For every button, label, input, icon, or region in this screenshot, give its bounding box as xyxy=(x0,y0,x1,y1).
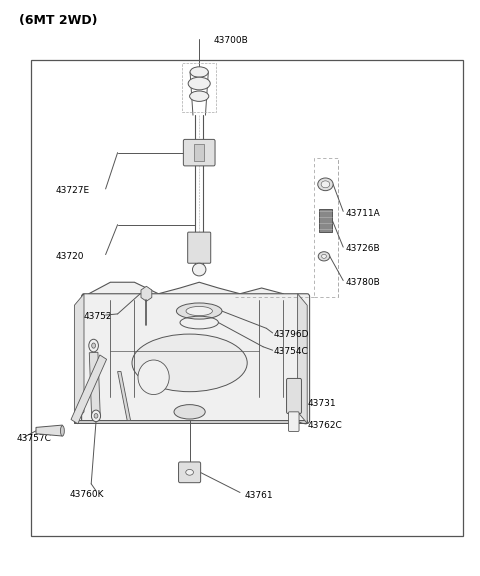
Polygon shape xyxy=(298,294,307,423)
Text: 43762C: 43762C xyxy=(307,420,342,430)
Ellipse shape xyxy=(318,252,330,261)
FancyBboxPatch shape xyxy=(183,139,215,166)
Text: 43711A: 43711A xyxy=(346,209,380,218)
Text: 43727E: 43727E xyxy=(55,185,89,195)
Ellipse shape xyxy=(94,414,98,418)
Ellipse shape xyxy=(132,334,247,392)
Polygon shape xyxy=(118,372,131,420)
Text: 43700B: 43700B xyxy=(214,36,248,45)
Ellipse shape xyxy=(89,339,98,352)
Polygon shape xyxy=(89,353,100,418)
Ellipse shape xyxy=(174,404,205,419)
Ellipse shape xyxy=(321,181,330,188)
Polygon shape xyxy=(36,425,62,436)
Text: 43761: 43761 xyxy=(245,491,274,500)
Polygon shape xyxy=(74,294,84,423)
Text: 43757C: 43757C xyxy=(17,434,52,444)
Ellipse shape xyxy=(138,360,169,395)
Ellipse shape xyxy=(176,303,222,319)
FancyBboxPatch shape xyxy=(179,462,201,483)
Ellipse shape xyxy=(186,306,212,316)
Ellipse shape xyxy=(186,469,193,475)
Ellipse shape xyxy=(190,91,209,101)
Text: 43720: 43720 xyxy=(55,252,84,261)
FancyBboxPatch shape xyxy=(82,294,310,423)
Ellipse shape xyxy=(190,67,208,77)
FancyBboxPatch shape xyxy=(288,412,299,431)
Polygon shape xyxy=(74,420,307,423)
Text: 43796D: 43796D xyxy=(274,329,309,339)
Bar xyxy=(319,209,332,232)
Text: 43760K: 43760K xyxy=(70,490,104,499)
Ellipse shape xyxy=(318,178,333,191)
Text: 43726B: 43726B xyxy=(346,244,380,253)
Ellipse shape xyxy=(192,263,206,276)
FancyBboxPatch shape xyxy=(287,378,301,414)
Ellipse shape xyxy=(91,410,101,422)
Ellipse shape xyxy=(188,77,210,90)
Ellipse shape xyxy=(60,426,64,436)
Polygon shape xyxy=(89,282,295,331)
Text: 43754C: 43754C xyxy=(274,347,308,356)
Polygon shape xyxy=(71,355,107,424)
Text: 43780B: 43780B xyxy=(346,278,380,287)
Bar xyxy=(314,158,338,297)
FancyBboxPatch shape xyxy=(188,232,211,263)
Text: 43731: 43731 xyxy=(307,399,336,408)
Ellipse shape xyxy=(92,343,96,348)
Bar xyxy=(31,60,463,536)
Bar xyxy=(182,63,216,112)
Bar xyxy=(194,144,204,161)
Text: (6MT 2WD): (6MT 2WD) xyxy=(19,14,98,28)
Ellipse shape xyxy=(322,255,326,258)
Text: 43752: 43752 xyxy=(84,312,112,321)
